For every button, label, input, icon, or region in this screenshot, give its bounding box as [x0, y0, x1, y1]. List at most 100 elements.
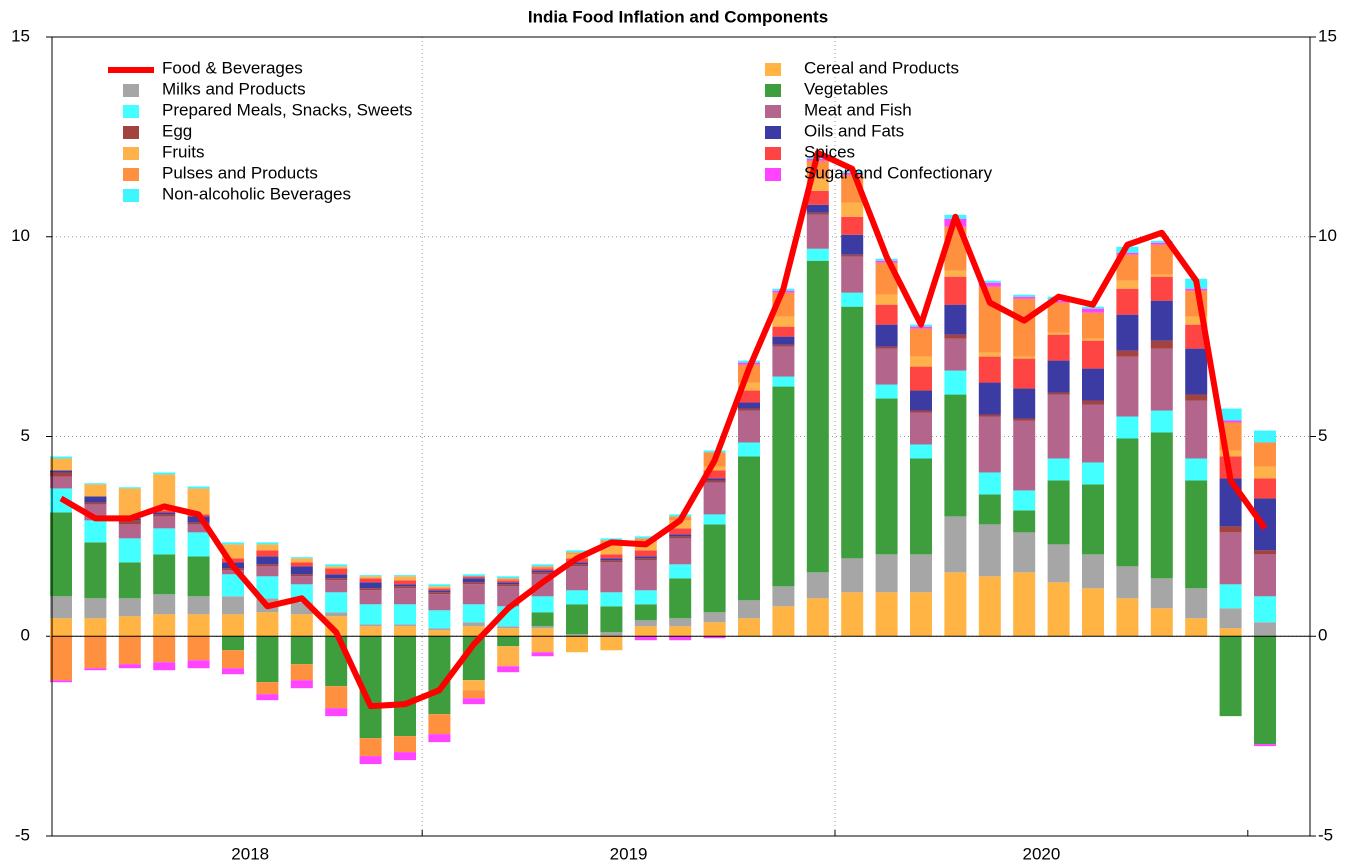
- bar-segment: [325, 686, 348, 709]
- bar-segment: [738, 402, 760, 409]
- bar-segment: [394, 588, 416, 605]
- bar-segment: [1150, 274, 1173, 277]
- bar-segment: [153, 472, 176, 475]
- bar-segment: [1254, 466, 1276, 479]
- bar-segment: [1185, 588, 1208, 619]
- bar-segment: [978, 382, 1001, 415]
- bar-segment: [118, 562, 141, 599]
- bar-segment: [290, 602, 313, 615]
- bar-segment: [290, 680, 313, 689]
- bar-segment: [1013, 572, 1036, 637]
- bar-segment: [497, 628, 520, 637]
- bar-segment: [1013, 490, 1036, 511]
- bar-segment: [910, 356, 932, 367]
- bar-segment: [1254, 636, 1276, 745]
- bar-segment: [290, 558, 313, 563]
- bar-segment: [1082, 588, 1104, 637]
- bar-segment: [1013, 294, 1036, 297]
- bar-segment: [1254, 744, 1276, 747]
- bar-segment: [910, 444, 932, 459]
- bar-segment: [1013, 358, 1036, 389]
- bar-segment: [118, 598, 141, 617]
- bar-segment: [1116, 254, 1139, 281]
- y-tick-label: 15: [11, 26, 30, 45]
- bar-segment: [1082, 554, 1104, 589]
- bar-segment: [290, 557, 313, 559]
- bar-segment: [153, 528, 176, 555]
- bar-segment: [462, 574, 485, 577]
- bar-segment: [703, 478, 726, 481]
- bar-segment: [359, 576, 382, 579]
- bar-segment: [978, 282, 1001, 287]
- bar-segment: [1013, 298, 1036, 357]
- bar-segment: [222, 636, 244, 651]
- bar-segment: [738, 456, 760, 601]
- y-tick-label: 10: [11, 226, 30, 245]
- bar-segment: [290, 576, 313, 585]
- bar-segment: [50, 596, 72, 619]
- bar-segment: [634, 550, 657, 557]
- bar-segment: [462, 604, 485, 623]
- bar-segment: [428, 734, 451, 743]
- bar-segment: [462, 698, 485, 705]
- bar-segment: [1219, 636, 1242, 717]
- bar-segment: [462, 584, 485, 605]
- bar-segment: [1185, 618, 1208, 637]
- bar-segment: [84, 484, 107, 497]
- bar-segment: [187, 660, 210, 669]
- bar-segment: [1150, 608, 1173, 637]
- y-tick-label: 5: [21, 426, 30, 445]
- legend-swatch: [765, 168, 781, 181]
- bar-segment: [187, 532, 210, 557]
- y-tick-label: -5: [15, 825, 30, 844]
- bar-segment: [118, 636, 141, 665]
- bar-segment: [978, 356, 1001, 383]
- chart-title: India Food Inflation and Components: [528, 7, 828, 26]
- bar-segment: [806, 598, 829, 637]
- bar-segment: [566, 566, 588, 591]
- bar-segment: [1013, 356, 1036, 359]
- bar-segment: [187, 556, 210, 597]
- bar-segment: [634, 556, 657, 559]
- bar-segment: [84, 618, 107, 637]
- bar-segment: [738, 382, 760, 391]
- bar-segment: [497, 646, 520, 667]
- bar-segment: [290, 574, 313, 577]
- bar-segment: [394, 636, 416, 737]
- bar-segment: [531, 566, 554, 569]
- legend-label: Pulses and Products: [162, 163, 318, 182]
- legend-label: Sugar and Confectionary: [804, 163, 993, 182]
- bar-segment: [1185, 394, 1208, 401]
- bar-segment: [359, 578, 382, 583]
- bar-segment: [772, 606, 795, 637]
- bar-segment: [359, 636, 382, 739]
- bar-segment: [1013, 420, 1036, 491]
- bar-segment: [222, 650, 244, 669]
- bar-segment: [841, 558, 864, 593]
- bar-segment: [325, 612, 348, 617]
- bar-segment: [359, 738, 382, 757]
- bar-segment: [462, 582, 485, 585]
- bar-segment: [50, 680, 72, 683]
- bar-segment: [944, 572, 967, 637]
- bar-segment: [1150, 300, 1173, 341]
- bar-segment: [1219, 420, 1242, 423]
- bar-segment: [1254, 430, 1276, 443]
- bar-segment: [497, 584, 520, 587]
- plot-frame: [51, 36, 1311, 837]
- bar-segment: [875, 398, 898, 555]
- bar-segment: [50, 456, 72, 459]
- bar-segment: [153, 554, 176, 595]
- bar-segment: [118, 487, 141, 489]
- bar-segment: [703, 482, 726, 515]
- bar-segment: [1047, 392, 1070, 395]
- bar-segment: [497, 580, 520, 583]
- bar-segment: [1013, 510, 1036, 533]
- bar-segment: [1185, 324, 1208, 349]
- bar-segment: [738, 618, 760, 637]
- bar-segment: [531, 570, 554, 573]
- bar-segment: [978, 416, 1001, 473]
- bar-segment: [359, 756, 382, 765]
- bar-segment: [1047, 582, 1070, 637]
- bar-segment: [497, 636, 520, 647]
